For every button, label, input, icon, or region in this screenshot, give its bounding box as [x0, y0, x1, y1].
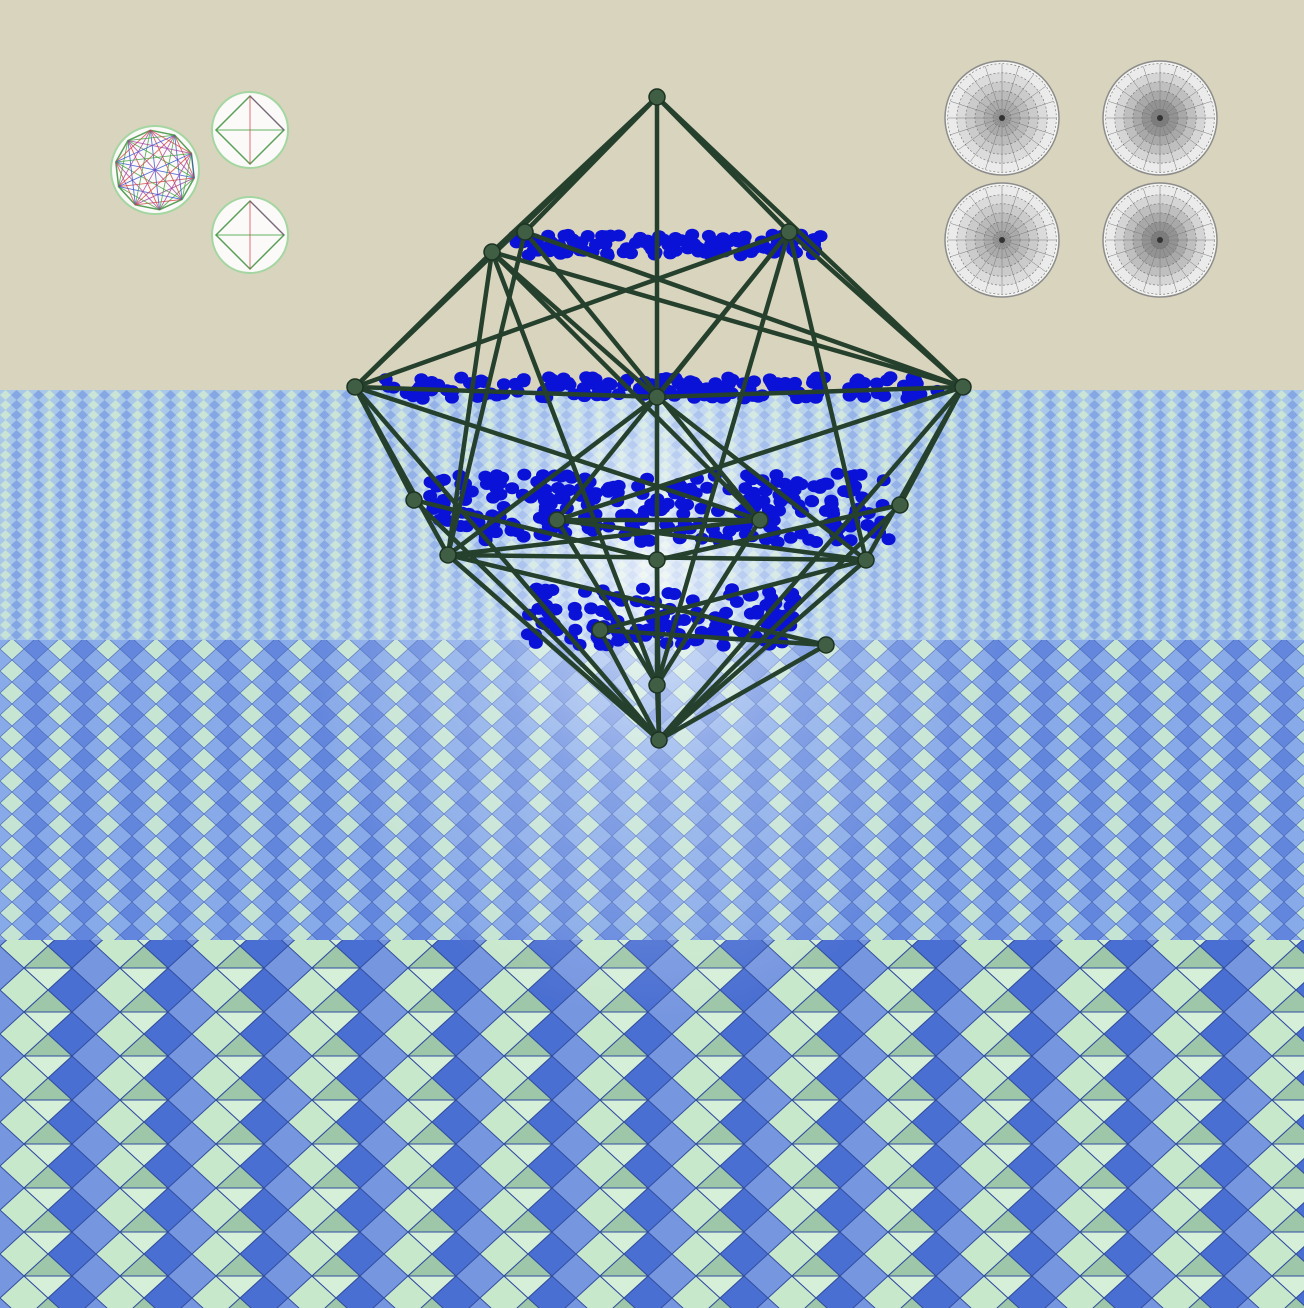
blue-sphere	[611, 635, 625, 647]
blue-sphere	[541, 492, 555, 504]
blue-sphere	[722, 378, 736, 390]
frame-node	[517, 224, 533, 240]
blue-sphere	[802, 534, 816, 546]
blue-sphere	[648, 249, 662, 261]
disk-center	[1157, 237, 1163, 243]
blue-sphere	[739, 482, 753, 494]
frame-node	[892, 497, 908, 513]
blue-sphere	[636, 583, 650, 595]
frame-node	[649, 677, 665, 693]
blue-sphere	[706, 237, 720, 249]
blue-sphere	[642, 535, 656, 547]
octahedron-inset	[212, 197, 288, 273]
blue-sphere	[566, 233, 580, 245]
blue-sphere	[661, 498, 675, 510]
blue-sphere	[604, 230, 618, 242]
frame-node	[549, 512, 565, 528]
blue-sphere	[516, 375, 530, 387]
blue-sphere	[681, 235, 695, 247]
blue-sphere	[730, 596, 744, 608]
blue-sphere	[807, 480, 821, 492]
blue-sphere	[665, 243, 679, 255]
frame-node	[592, 622, 608, 638]
frame-node	[406, 492, 422, 508]
blue-sphere	[423, 490, 437, 502]
blue-sphere	[612, 480, 626, 492]
blue-sphere	[624, 247, 638, 259]
blue-sphere	[602, 377, 616, 389]
blue-sphere	[788, 377, 802, 389]
frame-node	[440, 547, 456, 563]
blue-sphere	[754, 496, 768, 508]
sky	[0, 0, 1304, 392]
blue-sphere	[485, 477, 499, 489]
frame-node	[649, 552, 665, 568]
frame-node	[484, 244, 500, 260]
frame-node	[649, 89, 665, 105]
blue-sphere	[794, 478, 808, 490]
disk-center	[1157, 115, 1163, 121]
frame-node	[818, 637, 834, 653]
projection-disk	[1103, 183, 1217, 297]
blue-sphere	[854, 469, 868, 481]
projection-disk	[945, 61, 1059, 175]
frame-node	[649, 389, 665, 405]
blue-sphere	[719, 607, 733, 619]
blue-sphere	[545, 584, 559, 596]
blue-sphere	[723, 525, 737, 537]
blue-sphere	[883, 371, 897, 383]
blue-sphere	[805, 495, 819, 507]
frame-node	[651, 732, 667, 748]
blue-sphere	[667, 588, 681, 600]
frame-node	[752, 512, 768, 528]
frame-node	[781, 224, 797, 240]
projection-disk	[1103, 61, 1217, 175]
disk-center	[999, 115, 1005, 121]
blue-sphere	[517, 469, 531, 481]
octahedron-inset	[212, 92, 288, 168]
frame-node	[955, 379, 971, 395]
blue-sphere	[687, 377, 701, 389]
blue-sphere	[589, 239, 603, 251]
icosahedron-inset	[111, 126, 199, 214]
projection-disk	[945, 183, 1059, 297]
blue-sphere	[819, 505, 833, 517]
disk-center	[999, 237, 1005, 243]
blue-sphere	[568, 602, 582, 614]
frame-node	[858, 552, 874, 568]
frame-node	[347, 379, 363, 395]
blue-sphere	[851, 373, 865, 385]
frame-edge	[657, 560, 659, 740]
blue-sphere	[717, 640, 731, 652]
tiled-floor	[0, 390, 1304, 1308]
blue-sphere	[581, 374, 595, 386]
